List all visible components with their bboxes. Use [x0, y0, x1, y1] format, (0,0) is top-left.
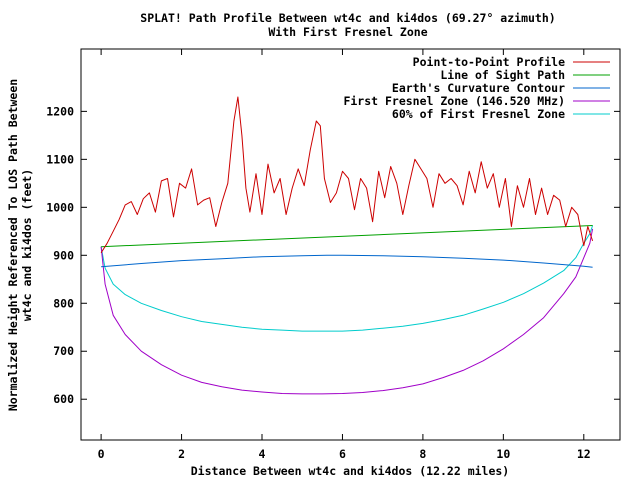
y-tick-label: 900 [53, 248, 74, 262]
x-tick-label: 10 [496, 447, 510, 461]
legend-label-point-to-point-profile: Point-to-Point Profile [413, 55, 565, 69]
x-tick-label: 2 [178, 447, 185, 461]
series-line-earth-s-curvature-contour [101, 254, 593, 268]
x-tick-label: 12 [577, 447, 591, 461]
x-axis-label: Distance Between wt4c and ki4dos (12.22 … [191, 464, 510, 478]
legend-label-line-of-sight-path: Line of Sight Path [440, 68, 565, 82]
series-line-first-fresnel-zone-146-520-mhz [100, 228, 594, 395]
x-tick-label: 8 [419, 447, 426, 461]
y-tick-label: 800 [53, 296, 74, 310]
y-tick-label: 600 [53, 392, 74, 406]
series-line-line-of-sight-path [101, 225, 593, 248]
y-tick-label: 1000 [46, 200, 74, 214]
y-axis-label-line-2: wt4c and ki4dos (feet) [20, 169, 34, 321]
x-tick-label: 0 [98, 447, 105, 461]
series-layer [100, 96, 594, 395]
series-line-point-to-point-profile [100, 96, 594, 254]
legend-label-first-fresnel-zone-146-520-mhz: First Fresnel Zone (146.520 MHz) [343, 94, 565, 108]
chart-subtitle: With First Fresnel Zone [268, 25, 427, 39]
legend-label-60-of-first-fresnel-zone: 60% of First Fresnel Zone [392, 107, 565, 121]
legend-label-earth-s-curvature-contour: Earth's Curvature Contour [392, 81, 565, 95]
series-line-60-of-first-fresnel-zone [100, 225, 594, 332]
y-tick-label: 1200 [46, 104, 74, 118]
chart-title: SPLAT! Path Profile Between wt4c and ki4… [140, 11, 555, 25]
y-tick-label: 700 [53, 344, 74, 358]
plot-frame [80, 48, 621, 441]
x-tick-label: 6 [339, 447, 346, 461]
x-tick-label: 4 [259, 447, 266, 461]
y-axis-label-line-1: Normalized Height Referenced To LOS Path… [6, 79, 20, 411]
y-tick-label: 1100 [46, 152, 74, 166]
axis-ticks: 0 2 4 6 8 10 12 600 700 800 900 1000 1100 1200 [46, 49, 620, 461]
